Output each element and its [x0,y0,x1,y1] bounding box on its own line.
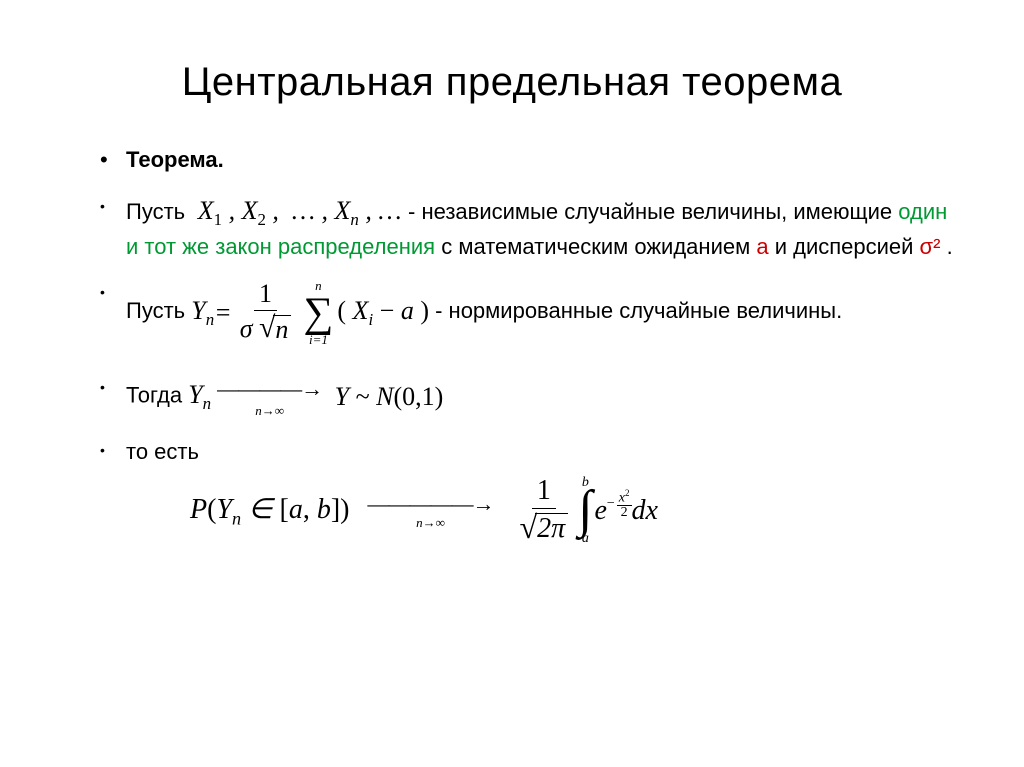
text: Пусть [126,199,191,224]
text: - независимые случайные величины, имеющи… [408,199,898,224]
sqrt-n: √n [259,312,291,345]
arrow-sub: n→∞ [255,402,284,420]
dx: dx [632,495,658,527]
text: то есть [126,439,199,464]
sqrt-2pi: √2π [519,510,568,545]
paren: ) [340,494,349,525]
paren: ( [337,296,346,325]
bullet-let2: Пусть Yn = 1 σ √n n ∑ i= [100,279,954,345]
eq-integral: P(Yn ∈ [a, b]) —————→ n→∞ 1 √2π b ∫ a e … [190,475,658,547]
eq-convergence: Yn ————→ n→∞ Y ~ N(0,1) [188,374,443,419]
sub: n [232,508,241,528]
text: Тогда [126,382,188,407]
text: . [947,234,953,259]
bullet-thatis: то есть [100,437,954,467]
minus: − [380,296,401,325]
in: ∈ [241,494,272,525]
num: 1 [254,279,277,311]
sym: Y [216,494,232,525]
eq-yn-def: Yn = 1 σ √n n ∑ i=1 [191,279,429,345]
sub: i [368,310,373,329]
bullet-then: Тогда Yn ————→ n→∞ Y ~ N(0,1) [100,374,954,419]
red-sigma: σ² [920,234,941,259]
sym: P [190,494,207,525]
bullet-list: Теорема. Пусть X1 , X2 , … , Xn , … - не… [70,145,954,467]
text: и дисперсией [775,234,920,259]
summation: n ∑ i=1 [303,280,333,345]
exp-fraction: x2 2 [617,489,632,521]
arrow: ————→ n→∞ [217,374,322,419]
sym: Y [191,296,205,325]
sym: X [353,296,369,325]
sym: e [594,495,606,527]
sigma: σ [240,314,253,343]
paren: ) [420,296,429,325]
interval: [a, b] [273,494,341,525]
sym: a [401,296,414,325]
sub: n [206,310,214,329]
red-a: a [756,234,768,259]
fraction: 1 σ √n [235,279,297,345]
page-title: Центральная предельная теорема [70,60,954,105]
text: с математическим ожиданием [441,234,756,259]
theorem-label: Теорема. [126,147,224,172]
sum-lower: i=1 [309,334,328,346]
sym: Y [188,380,202,409]
den: 2 [619,506,630,520]
integral: b ∫ a [578,477,592,544]
arrow-sub: n→∞ [416,515,445,531]
bullet-theorem: Теорема. [100,145,954,175]
arrow: —————→ n→∞ [367,491,493,531]
num: 1 [532,475,556,509]
seq-x: X1 , X2 , … , Xn , … [191,196,408,225]
minus: − [607,496,615,512]
text: Пусть [126,298,191,323]
sub: n [203,394,211,413]
bullet-let1: Пусть X1 , X2 , … , Xn , … - независимые… [100,193,954,262]
slide: Центральная предельная теорема Теорема. … [0,0,1024,767]
int-lower: a [582,533,589,544]
text: - нормированные случайные величины. [435,298,842,323]
fraction: 1 √2π [514,475,573,547]
equals: = [214,295,232,330]
